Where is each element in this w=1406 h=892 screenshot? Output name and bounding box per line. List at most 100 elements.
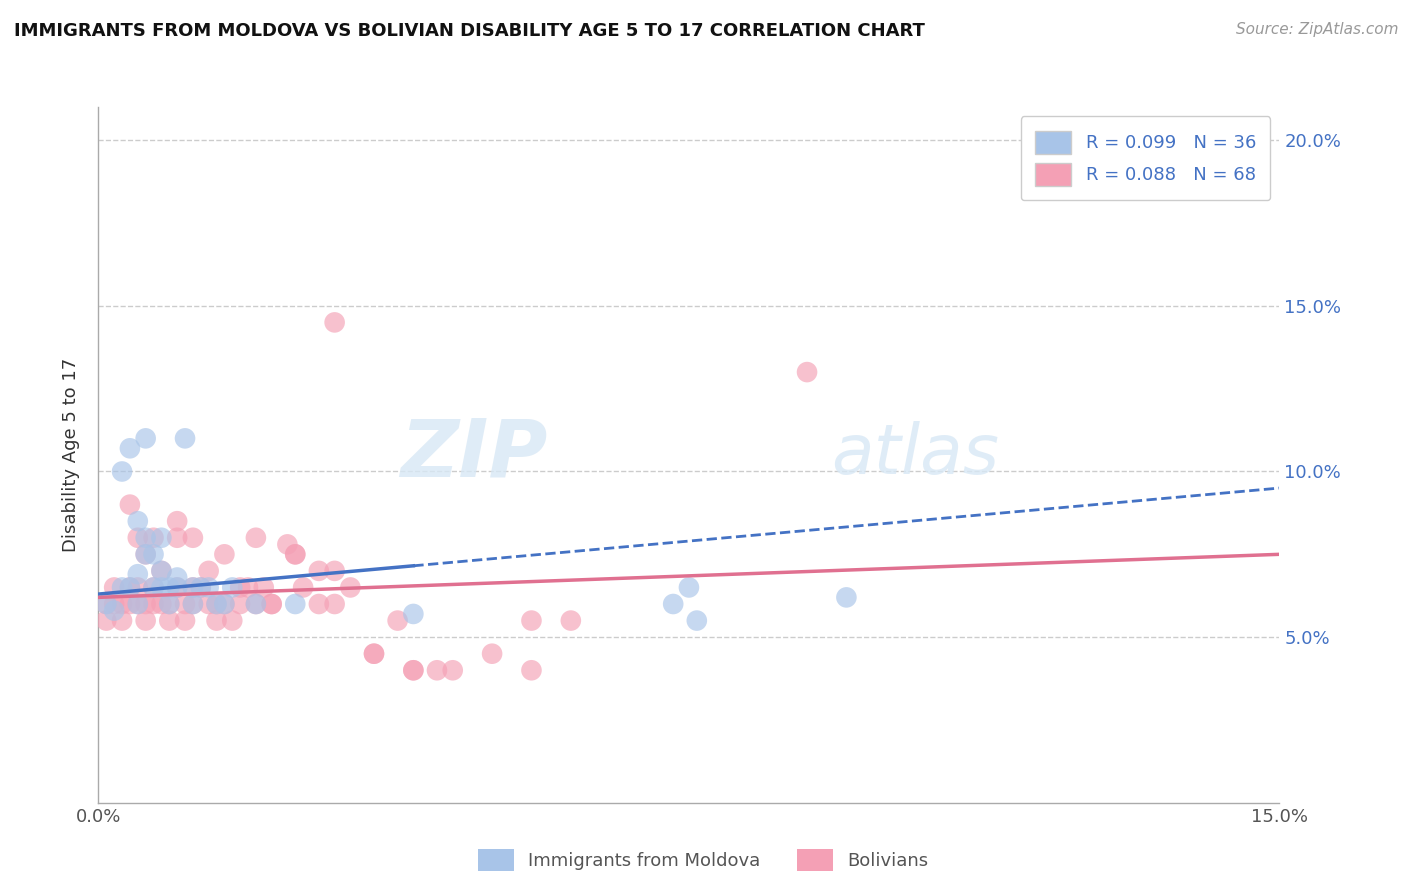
- Point: [118, 581, 141, 595]
- Point: [402, 663, 425, 677]
- Point: [796, 365, 818, 379]
- Point: [118, 498, 141, 512]
- Point: [181, 531, 204, 545]
- Text: ZIP: ZIP: [399, 416, 547, 494]
- Point: [363, 647, 385, 661]
- Point: [135, 614, 157, 628]
- Point: [174, 597, 197, 611]
- Point: [96, 597, 118, 611]
- Point: [323, 315, 346, 329]
- Point: [111, 614, 134, 628]
- Text: IMMIGRANTS FROM MOLDOVA VS BOLIVIAN DISABILITY AGE 5 TO 17 CORRELATION CHART: IMMIGRANTS FROM MOLDOVA VS BOLIVIAN DISA…: [14, 22, 925, 40]
- Point: [127, 531, 149, 545]
- Point: [214, 597, 236, 611]
- Point: [166, 581, 188, 595]
- Point: [111, 581, 134, 595]
- Point: [127, 597, 149, 611]
- Point: [221, 614, 243, 628]
- Point: [308, 597, 330, 611]
- Point: [363, 647, 385, 661]
- Point: [835, 591, 858, 605]
- Point: [205, 597, 228, 611]
- Point: [157, 597, 180, 611]
- Point: [127, 597, 149, 611]
- Point: [118, 597, 141, 611]
- Text: atlas: atlas: [831, 421, 998, 489]
- Point: [245, 531, 267, 545]
- Point: [387, 614, 409, 628]
- Point: [308, 564, 330, 578]
- Point: [481, 647, 503, 661]
- Text: Source: ZipAtlas.com: Source: ZipAtlas.com: [1236, 22, 1399, 37]
- Point: [127, 567, 149, 582]
- Point: [284, 597, 307, 611]
- Point: [157, 597, 180, 611]
- Point: [150, 564, 173, 578]
- Point: [150, 564, 173, 578]
- Point: [150, 531, 173, 545]
- Point: [276, 537, 298, 551]
- Point: [284, 547, 307, 561]
- Point: [111, 597, 134, 611]
- Point: [214, 597, 236, 611]
- Point: [245, 597, 267, 611]
- Point: [157, 614, 180, 628]
- Point: [142, 581, 165, 595]
- Point: [118, 581, 141, 595]
- Point: [197, 597, 219, 611]
- Point: [426, 663, 449, 677]
- Point: [253, 581, 276, 595]
- Point: [284, 547, 307, 561]
- Point: [181, 597, 204, 611]
- Point: [135, 597, 157, 611]
- Point: [96, 614, 118, 628]
- Point: [339, 581, 361, 595]
- Point: [142, 531, 165, 545]
- Point: [520, 663, 543, 677]
- Point: [135, 431, 157, 445]
- Point: [181, 597, 204, 611]
- Point: [245, 597, 267, 611]
- Point: [118, 442, 141, 456]
- Point: [150, 581, 173, 595]
- Point: [402, 663, 425, 677]
- Point: [103, 597, 125, 611]
- Point: [520, 614, 543, 628]
- Point: [103, 581, 125, 595]
- Point: [678, 581, 700, 595]
- Point: [96, 597, 118, 611]
- Point: [142, 597, 165, 611]
- Point: [323, 597, 346, 611]
- Point: [260, 597, 283, 611]
- Point: [662, 597, 685, 611]
- Y-axis label: Disability Age 5 to 17: Disability Age 5 to 17: [62, 358, 80, 552]
- Point: [197, 581, 219, 595]
- Point: [135, 547, 157, 561]
- Point: [205, 597, 228, 611]
- Point: [323, 564, 346, 578]
- Point: [174, 614, 197, 628]
- Point: [157, 581, 180, 595]
- Point: [111, 465, 134, 479]
- Point: [197, 564, 219, 578]
- Point: [150, 597, 173, 611]
- Point: [441, 663, 464, 677]
- Point: [166, 581, 188, 595]
- Point: [190, 581, 212, 595]
- Point: [166, 531, 188, 545]
- Point: [127, 581, 149, 595]
- Point: [166, 570, 188, 584]
- Point: [142, 581, 165, 595]
- Legend: R = 0.099   N = 36, R = 0.088   N = 68: R = 0.099 N = 36, R = 0.088 N = 68: [1021, 116, 1271, 201]
- Point: [292, 581, 315, 595]
- Point: [214, 547, 236, 561]
- Point: [142, 547, 165, 561]
- Point: [181, 581, 204, 595]
- Legend: Immigrants from Moldova, Bolivians: Immigrants from Moldova, Bolivians: [471, 842, 935, 879]
- Point: [686, 614, 709, 628]
- Point: [103, 604, 125, 618]
- Point: [205, 614, 228, 628]
- Point: [181, 581, 204, 595]
- Point: [127, 514, 149, 528]
- Point: [560, 614, 582, 628]
